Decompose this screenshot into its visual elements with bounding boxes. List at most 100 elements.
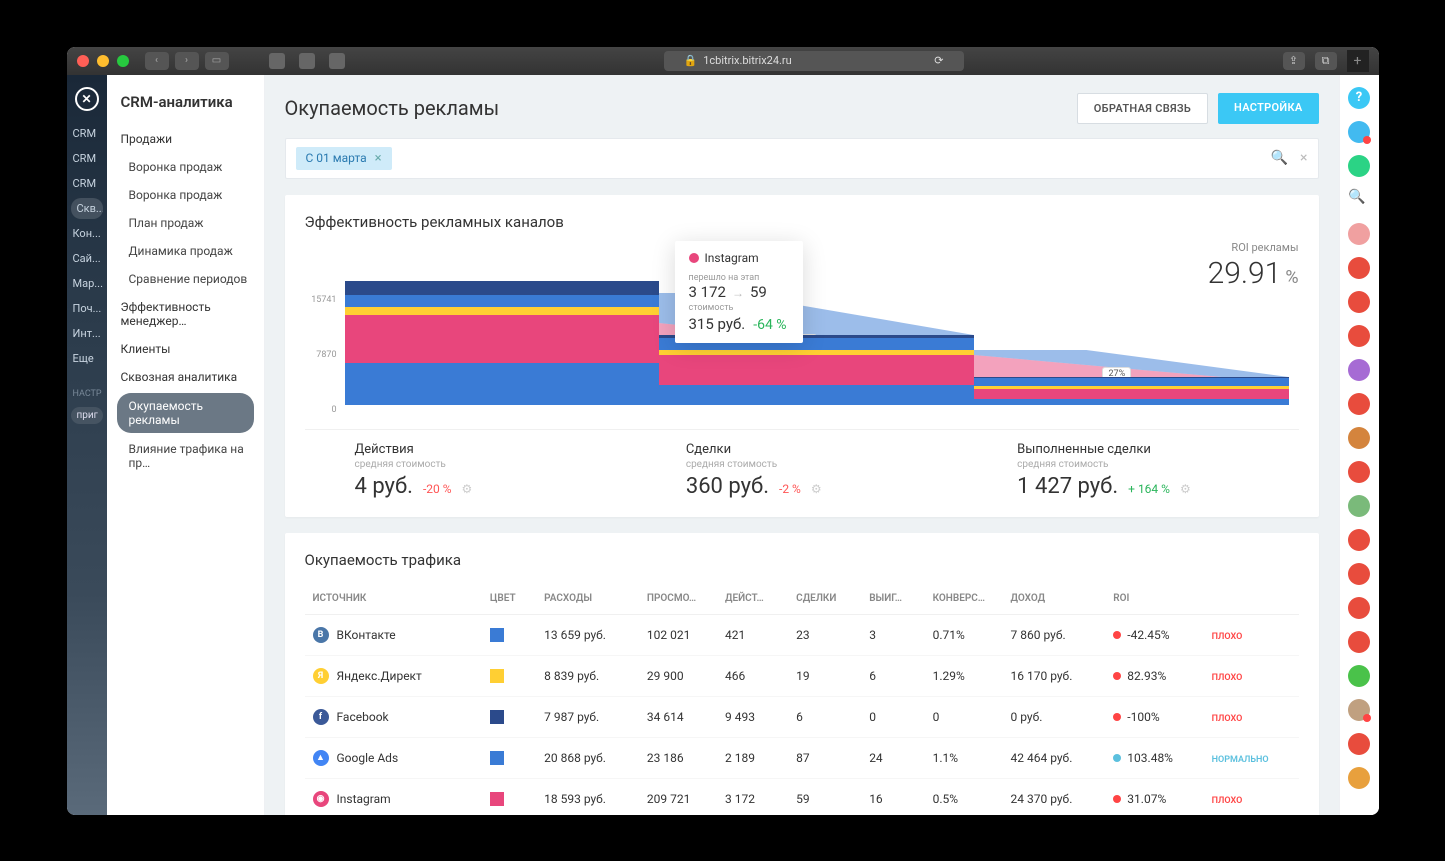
col-header-9[interactable]: ROI [1105,583,1203,615]
table-row[interactable]: BВКонтакте 13 659 руб. 102 021 421 23 3 … [305,614,1299,655]
nav-group-1[interactable]: Эффективность менеджер… [107,293,264,335]
gear-icon[interactable]: ⚙ [462,482,473,496]
right-rail-icon-13[interactable] [1348,529,1370,551]
right-rail-icon-20[interactable] [1348,767,1370,789]
evernote-ext-icon[interactable] [269,53,285,69]
right-rail-icon-14[interactable] [1348,563,1370,585]
pocket-ext-icon[interactable] [329,53,345,69]
rail-item-3[interactable]: Скв... [71,198,103,219]
table-row[interactable]: ◉Instagram 18 593 руб. 209 721 3 172 59 … [305,778,1299,815]
roi-value: 29.91 [1208,256,1282,291]
nav-group-0[interactable]: Продажи [107,125,264,153]
right-rail-icon-7[interactable] [1348,325,1370,347]
right-rail-icon-6[interactable] [1348,291,1370,313]
gear-icon[interactable]: ⚙ [1180,482,1191,496]
roi-tag: плохо [1212,796,1243,806]
feedback-button[interactable]: ОБРАТНАЯ СВЯЗЬ [1077,93,1208,124]
gear-icon[interactable]: ⚙ [811,482,822,496]
col-header-10[interactable] [1204,583,1299,615]
right-rail-icon-17[interactable] [1348,665,1370,687]
nav-sub-0-1[interactable]: Воронка продаж [107,181,264,209]
share-icon[interactable]: ⇪ [1283,52,1305,70]
nav-sub-0-3[interactable]: Динамика продаж [107,237,264,265]
right-rail-icon-15[interactable] [1348,597,1370,619]
right-rail-icon-12[interactable] [1348,495,1370,517]
search-icon[interactable]: 🔍 [1271,150,1288,166]
nav-group-2[interactable]: Клиенты [107,335,264,363]
new-tab-btn[interactable]: + [1347,50,1369,72]
table-row[interactable]: ЯЯндекс.Директ 8 839 руб. 29 900 466 19 … [305,655,1299,696]
tabs-icon[interactable]: ⧉ [1315,52,1337,70]
minimize-window-btn[interactable] [97,55,109,67]
right-rail-icon-4[interactable] [1348,223,1370,245]
bar-yandex [345,307,660,315]
rail-item-8[interactable]: Инт... [67,321,107,346]
right-rail-icon-19[interactable] [1348,733,1370,755]
col-header-6[interactable]: ВЫИГ… [861,583,924,615]
close-panel-icon[interactable]: ✕ [75,87,99,111]
right-rail-icon-1[interactable] [1348,121,1370,143]
right-rail-icon-11[interactable] [1348,461,1370,483]
source-icon: Я [313,668,329,684]
nav-group-3[interactable]: Сквозная аналитика [107,363,264,391]
col-header-8[interactable]: ДОХОД [1003,583,1106,615]
nav-back-btn[interactable]: ‹ [145,52,169,70]
cell-income: 7 860 руб. [1003,614,1106,655]
reload-icon[interactable]: ⟳ [934,54,943,67]
rail-item-2[interactable]: CRM [67,171,107,196]
close-window-btn[interactable] [77,55,89,67]
col-header-2[interactable]: РАСХОДЫ [536,583,639,615]
source-icon: B [313,627,329,643]
url-field[interactable]: 🔒 1cbitrix.bitrix24.ru ⟳ [664,51,964,71]
rail-item-0[interactable]: CRM [67,121,107,146]
table-row[interactable]: ▲Google Ads 20 868 руб. 23 186 2 189 87 … [305,737,1299,778]
right-rail-icon-3[interactable]: 🔍 [1348,189,1370,211]
nav-sub-0-0[interactable]: Воронка продаж [107,153,264,181]
right-rail-icon-10[interactable] [1348,427,1370,449]
col-header-4[interactable]: ДЕЙСТ… [717,583,788,615]
col-header-0[interactable]: ИСТОЧНИК [305,583,482,615]
rail-item-6[interactable]: Мар... [67,271,107,296]
right-rail-icon-18[interactable] [1348,699,1370,721]
right-rail-icon-9[interactable] [1348,393,1370,415]
table-row[interactable]: fFacebook 7 987 руб. 34 614 9 493 6 0 0 … [305,696,1299,737]
ext-icon-2[interactable] [299,53,315,69]
nav-forward-btn[interactable]: › [175,52,199,70]
filter-bar[interactable]: С 01 марта × 🔍 × [285,138,1319,179]
col-header-5[interactable]: СДЕЛКИ [788,583,861,615]
nav-sub-3-1[interactable]: Влияние трафика на пр… [107,435,264,477]
settings-button[interactable]: НАСТРОЙКА [1218,93,1318,124]
rail-item-5[interactable]: Сай... [67,246,107,271]
roi-tag: плохо [1212,673,1243,683]
rail-item-1[interactable]: CRM [67,146,107,171]
roi-tag: плохо [1212,632,1243,642]
right-rail-icon-16[interactable] [1348,631,1370,653]
funnel-stage-2 [974,295,1289,405]
filter-clear-icon[interactable]: × [1300,150,1307,166]
cell-income: 24 370 руб. [1003,778,1106,815]
source-name: Facebook [337,710,389,724]
y-tick: 0 [331,405,336,415]
right-rail-icon-2[interactable] [1348,155,1370,177]
col-header-3[interactable]: ПРОСМО… [639,583,717,615]
sidebar-toggle-btn[interactable]: ▭ [205,52,229,70]
traffic-lights [77,55,129,67]
rail-item-4[interactable]: Кон... [67,221,107,246]
rail-item-9[interactable]: Еще [67,346,107,371]
filter-tag-date[interactable]: С 01 марта × [296,147,392,170]
col-header-1[interactable]: ЦВЕТ [482,583,536,615]
cell-won: 24 [861,737,924,778]
right-rail-icon-8[interactable] [1348,359,1370,381]
nav-sub-3-0[interactable]: Окупаемость рекламы [117,393,254,433]
nav-sub-0-4[interactable]: Сравнение периодов [107,265,264,293]
maximize-window-btn[interactable] [117,55,129,67]
right-rail-icon-0[interactable]: ? [1348,87,1370,109]
nav-sub-0-2[interactable]: План продаж [107,209,264,237]
col-header-7[interactable]: КОНВЕРС… [925,583,1003,615]
cell-deals: 6 [788,696,861,737]
filter-tag-remove-icon[interactable]: × [375,151,382,166]
rail-item-7[interactable]: Поч... [67,296,107,321]
right-rail-icon-5[interactable] [1348,257,1370,279]
rail-invite-chip[interactable]: приг [71,407,103,424]
cell-views: 29 900 [639,655,717,696]
